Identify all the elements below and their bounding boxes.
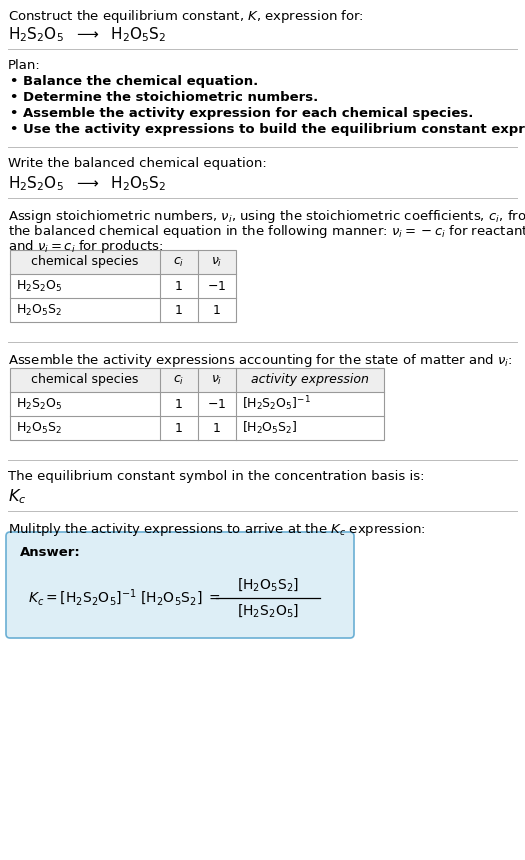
Text: The equilibrium constant symbol in the concentration basis is:: The equilibrium constant symbol in the c… — [8, 470, 425, 483]
Text: $[\mathrm{H_2S_2O_5}]$: $[\mathrm{H_2S_2O_5}]$ — [237, 603, 299, 619]
Text: $[\mathrm{H_2O_5S_2}]$: $[\mathrm{H_2O_5S_2}]$ — [237, 576, 299, 593]
Text: chemical species: chemical species — [32, 255, 139, 268]
Text: • Assemble the activity expression for each chemical species.: • Assemble the activity expression for e… — [10, 107, 474, 120]
Text: 1: 1 — [175, 397, 183, 410]
Text: H$_2$O$_5$S$_2$: H$_2$O$_5$S$_2$ — [16, 421, 62, 435]
Text: H$_2$S$_2$O$_5$: H$_2$S$_2$O$_5$ — [16, 279, 62, 293]
Text: the balanced chemical equation in the following manner: $\nu_i = -c_i$ for react: the balanced chemical equation in the fo… — [8, 223, 525, 240]
Text: Construct the equilibrium constant, $K$, expression for:: Construct the equilibrium constant, $K$,… — [8, 8, 364, 25]
Text: Answer:: Answer: — [20, 546, 81, 559]
Bar — [10, 368, 384, 392]
Text: Write the balanced chemical equation:: Write the balanced chemical equation: — [8, 157, 267, 170]
Text: Mulitply the activity expressions to arrive at the $K_c$ expression:: Mulitply the activity expressions to arr… — [8, 521, 426, 538]
Text: chemical species: chemical species — [32, 373, 139, 386]
Text: $\nu_i$: $\nu_i$ — [212, 373, 223, 386]
FancyBboxPatch shape — [6, 532, 354, 638]
Bar — [10, 250, 236, 274]
Text: H$_2$S$_2$O$_5$  $\longrightarrow$  H$_2$O$_5$S$_2$: H$_2$S$_2$O$_5$ $\longrightarrow$ H$_2$O… — [8, 25, 166, 44]
Text: H$_2$S$_2$O$_5$: H$_2$S$_2$O$_5$ — [16, 396, 62, 412]
Bar — [10, 368, 384, 440]
Text: [H$_2$S$_2$O$_5$]$^{-1}$: [H$_2$S$_2$O$_5$]$^{-1}$ — [242, 395, 311, 414]
Text: $-1$: $-1$ — [207, 397, 227, 410]
Text: 1: 1 — [175, 280, 183, 292]
Text: and $\nu_i = c_i$ for products:: and $\nu_i = c_i$ for products: — [8, 238, 164, 255]
Text: $-1$: $-1$ — [207, 280, 227, 292]
Text: $c_i$: $c_i$ — [173, 373, 185, 386]
Text: 1: 1 — [175, 421, 183, 434]
Text: $K_c = [\mathrm{H_2S_2O_5}]^{-1}\ [\mathrm{H_2O_5S_2}]\ =$: $K_c = [\mathrm{H_2S_2O_5}]^{-1}\ [\math… — [28, 587, 221, 608]
Text: Plan:: Plan: — [8, 59, 41, 72]
Text: $c_i$: $c_i$ — [173, 255, 185, 268]
Text: $\nu_i$: $\nu_i$ — [212, 255, 223, 268]
Text: 1: 1 — [175, 304, 183, 316]
Text: H$_2$O$_5$S$_2$: H$_2$O$_5$S$_2$ — [16, 303, 62, 317]
Text: H$_2$S$_2$O$_5$  $\longrightarrow$  H$_2$O$_5$S$_2$: H$_2$S$_2$O$_5$ $\longrightarrow$ H$_2$O… — [8, 174, 166, 193]
Text: • Balance the chemical equation.: • Balance the chemical equation. — [10, 75, 258, 88]
Text: • Determine the stoichiometric numbers.: • Determine the stoichiometric numbers. — [10, 91, 318, 104]
Text: [H$_2$O$_5$S$_2$]: [H$_2$O$_5$S$_2$] — [242, 420, 298, 436]
Text: • Use the activity expressions to build the equilibrium constant expression.: • Use the activity expressions to build … — [10, 123, 525, 136]
Text: Assemble the activity expressions accounting for the state of matter and $\nu_i$: Assemble the activity expressions accoun… — [8, 352, 513, 369]
Bar — [10, 250, 236, 322]
Text: 1: 1 — [213, 421, 221, 434]
Text: 1: 1 — [213, 304, 221, 316]
Text: $K_c$: $K_c$ — [8, 487, 26, 506]
Text: activity expression: activity expression — [251, 373, 369, 386]
Text: Assign stoichiometric numbers, $\nu_i$, using the stoichiometric coefficients, $: Assign stoichiometric numbers, $\nu_i$, … — [8, 208, 525, 225]
